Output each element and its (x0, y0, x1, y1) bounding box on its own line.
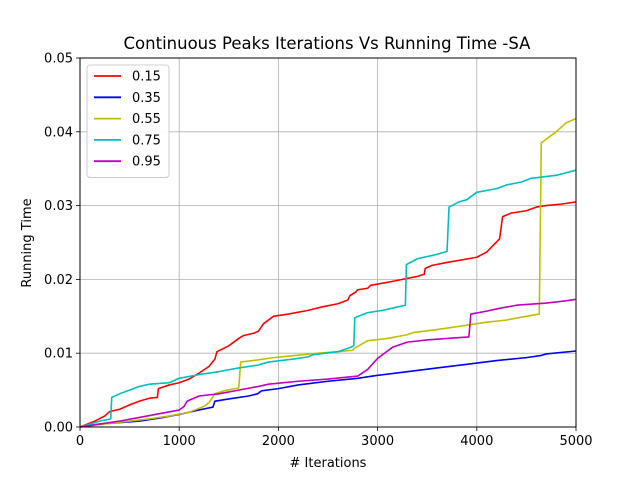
y-tick-label: 0.04 (44, 125, 73, 140)
x-tick-label: 2000 (262, 434, 295, 449)
axis-ticks: 0 1000 2000 3000 4000 5000 0.00 0.01 0.02 0.03 0.0… (44, 52, 593, 450)
chart-title: Continuous Peaks Iterations Vs Running T… (124, 34, 532, 53)
y-tick-label: 0.00 (44, 421, 73, 436)
x-axis-label: # Iterations (290, 456, 367, 471)
legend-label: 0.15 (132, 70, 161, 85)
legend-label: 0.75 (132, 133, 161, 148)
legend: 0.15 0.35 0.55 0.75 0.95 (86, 64, 170, 178)
series-lines (79, 117, 577, 428)
grid (79, 57, 577, 428)
y-tick-label: 0.03 (44, 199, 73, 214)
x-tick-label: 4000 (460, 434, 493, 449)
x-tick-label: 5000 (559, 434, 592, 449)
legend-label: 0.35 (132, 91, 161, 106)
x-tick-label: 3000 (361, 434, 394, 449)
plot-frame (79, 57, 577, 428)
x-tick-label: 0 (76, 434, 84, 449)
y-tick-label: 0.02 (44, 273, 73, 288)
series-line-0.15 (79, 201, 577, 428)
series-line-0.75 (79, 169, 577, 428)
y-tick-label: 0.01 (44, 347, 73, 362)
y-axis-label: Running Time (20, 198, 35, 287)
y-tick-label: 0.05 (44, 52, 73, 67)
x-tick-label: 1000 (163, 434, 196, 449)
legend-box (86, 64, 170, 178)
series-line-0.95 (79, 298, 577, 428)
legend-label: 0.95 (132, 155, 161, 170)
legend-label: 0.55 (132, 112, 161, 127)
